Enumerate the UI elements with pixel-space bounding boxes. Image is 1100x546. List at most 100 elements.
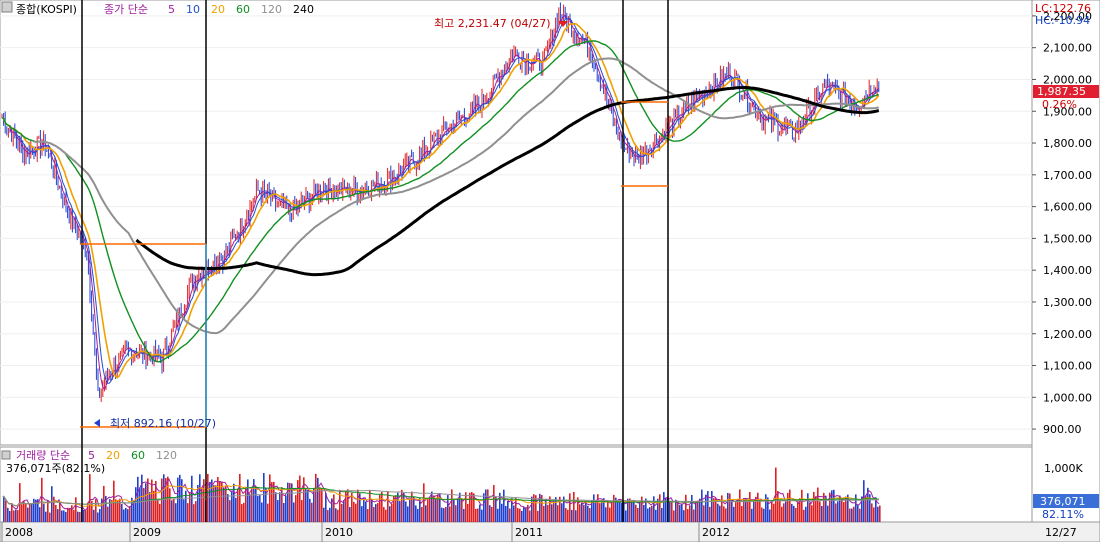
volume-bar [259, 495, 261, 522]
volume-bar [581, 502, 583, 522]
volume-ma-legend-item[interactable]: 20 [106, 449, 120, 462]
volume-bar [89, 474, 91, 522]
volume-bar [605, 507, 607, 522]
volume-bar [193, 504, 195, 522]
price-panel-toggle-icon[interactable] [1, 1, 13, 13]
volume-bar [829, 492, 831, 522]
ma-legend-item[interactable]: 60 [236, 3, 250, 16]
volume-bar [501, 503, 503, 522]
volume-bar [397, 492, 399, 522]
volume-bar [437, 494, 439, 522]
volume-bar [579, 504, 581, 522]
volume-bar [149, 492, 151, 522]
volume-bar [835, 503, 837, 522]
volume-bar [577, 497, 579, 522]
volume-bar [681, 504, 683, 522]
volume-panel-toggle-icon[interactable] [1, 450, 11, 460]
volume-bar [429, 496, 431, 522]
volume-bar [759, 499, 761, 522]
volume-bar [343, 500, 345, 522]
volume-bar [229, 500, 231, 522]
volume-bar [785, 501, 787, 522]
volume-ma-legend-item[interactable]: 120 [156, 449, 177, 462]
high-annotation: 최고 2,231.47 (04/27) [434, 17, 551, 30]
volume-bar [223, 487, 225, 522]
x-axis-labels: 2008 2009 2010 2011 2012 [1, 522, 730, 542]
ma-legend-item[interactable]: 20 [211, 3, 225, 16]
volume-bar [275, 492, 277, 522]
y-tick-label: 1,700.00 [1043, 169, 1092, 182]
volume-bar [679, 504, 681, 522]
volume-bar [683, 510, 685, 522]
volume-bar [689, 505, 691, 522]
volume-bar [847, 494, 849, 522]
volume-bar [137, 476, 139, 522]
volume-bar [609, 507, 611, 522]
volume-bar [277, 500, 279, 522]
volume-bar [651, 505, 653, 522]
volume-bar [319, 487, 321, 522]
volume-ma-legend-item[interactable]: 60 [131, 449, 145, 462]
volume-bar [153, 490, 155, 522]
ma-legend-item[interactable]: 10 [186, 3, 200, 16]
volume-bar [369, 489, 371, 522]
volume-bar [461, 499, 463, 522]
volume-bar [725, 508, 727, 522]
volume-bar [715, 498, 717, 522]
volume-bar [321, 488, 323, 522]
volume-bar [507, 500, 509, 522]
volume-bar [203, 479, 205, 522]
volume-bar [401, 489, 403, 522]
volume-bar [617, 502, 619, 522]
volume-bar [509, 508, 511, 522]
last-volume-text: 376,071 [1040, 495, 1086, 508]
ma-legend-item[interactable]: 240 [293, 3, 314, 16]
volume-bar [753, 499, 755, 522]
price-panel-title[interactable]: 종합(KOSPI) [16, 3, 77, 16]
volume-bar [845, 496, 847, 522]
volume-bar [495, 496, 497, 522]
volume-bar [339, 489, 341, 522]
x-tick-label: 2009 [133, 526, 161, 539]
volume-bar [865, 495, 867, 522]
volume-bar [19, 483, 21, 522]
volume-bar [511, 498, 513, 522]
volume-bar [33, 498, 35, 522]
volume-ma-legend-item[interactable]: 5 [88, 449, 95, 462]
volume-bar [519, 508, 521, 522]
volume-bar [57, 509, 59, 522]
volume-bar [603, 498, 605, 522]
volume-bar [525, 507, 527, 522]
volume-bar [25, 504, 27, 522]
volume-bar [817, 487, 819, 522]
volume-bar [733, 506, 735, 522]
ma-legend-item[interactable]: 120 [261, 3, 282, 16]
volume-bar [637, 507, 639, 522]
volume-bar [291, 483, 293, 522]
volume-bar [809, 502, 811, 522]
volume-bar [623, 502, 625, 522]
ma-legend-item[interactable]: 5 [168, 3, 175, 16]
volume-bar [585, 502, 587, 522]
volume-bar [355, 503, 357, 522]
volume-bar [601, 500, 603, 522]
volume-bar [211, 479, 213, 522]
volume-bar [79, 511, 81, 522]
volume-bar [111, 500, 113, 522]
volume-bar [729, 493, 731, 522]
volume-bar [341, 503, 343, 522]
volume-bar [121, 504, 123, 522]
volume-panel-title[interactable]: 거래량 단순 [16, 449, 70, 462]
volume-bar [207, 473, 209, 522]
volume-bar [485, 489, 487, 522]
volume-bar [797, 501, 799, 522]
volume-bar [83, 509, 85, 522]
y-tick-label: 1,300.00 [1043, 296, 1092, 309]
volume-bar [599, 503, 601, 522]
y-tick-label: 1,500.00 [1043, 232, 1092, 245]
volume-bar [699, 498, 701, 522]
volume-bar [513, 505, 515, 522]
volume-bar [445, 506, 447, 522]
volume-bar [767, 497, 769, 522]
